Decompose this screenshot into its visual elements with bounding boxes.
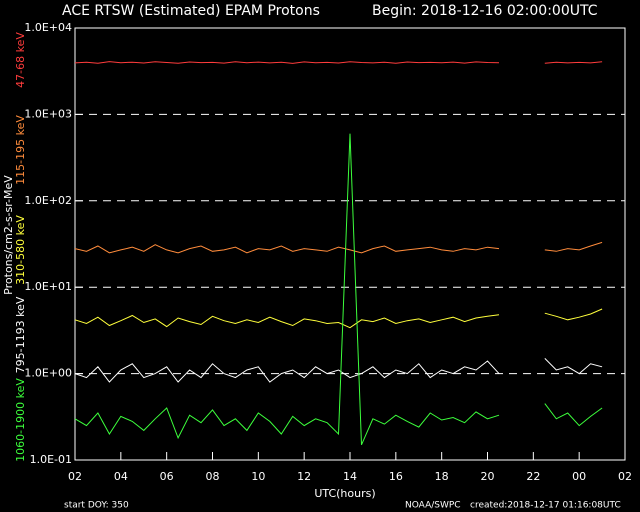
x-axis-label: UTC(hours) [314, 487, 375, 500]
plot-frame [74, 27, 626, 461]
x-tick-label: 14 [343, 470, 357, 483]
legend-label: 310-580 keV [14, 215, 27, 285]
y-axis-label: Protons/cm2-s-sr-MeV [2, 175, 15, 295]
x-tick-label: 12 [297, 470, 311, 483]
x-tick-label: 16 [389, 470, 403, 483]
series-line [74, 358, 603, 383]
x-tick-label: 06 [160, 470, 174, 483]
series-line [74, 133, 603, 446]
series-line [74, 61, 603, 64]
y-tick-label: 1.0E+03 [24, 107, 72, 120]
legend-label: 115-195 keV [14, 115, 27, 185]
series-line [74, 308, 603, 329]
footer-middle: NOAA/SWPC [405, 501, 461, 511]
x-tick-label: 04 [114, 470, 128, 483]
y-tick-label: 1.0E+02 [24, 194, 72, 207]
legend-label: 1060-1900 keV [14, 378, 27, 462]
x-tick-label: 02 [618, 470, 632, 483]
series-line [74, 241, 603, 254]
x-tick-label: 18 [435, 470, 449, 483]
x-tick-label: 08 [206, 470, 220, 483]
y-tick-label: 1.0E+00 [24, 367, 72, 380]
chart-subtitle: Begin: 2018-12-16 02:00:00UTC [372, 3, 598, 19]
x-tick-label: 02 [68, 470, 82, 483]
footer-right: created:2018-12-17 01:16:08UTC [470, 501, 621, 511]
x-tick-label: 10 [251, 470, 265, 483]
footer-left: start DOY: 350 [64, 501, 129, 511]
legend-label: 795-1193 keV [14, 296, 27, 373]
legend-label: 47-68 keV [14, 32, 27, 88]
chart-title: ACE RTSW (Estimated) EPAM Protons [62, 3, 320, 19]
y-tick-label: 1.0E+01 [24, 280, 72, 293]
x-tick-label: 20 [481, 470, 495, 483]
x-tick-label: 00 [572, 470, 586, 483]
y-tick-label: 1.0E+04 [24, 21, 72, 34]
y-tick-label: 1.0E-01 [30, 453, 72, 466]
x-tick-label: 22 [526, 470, 540, 483]
